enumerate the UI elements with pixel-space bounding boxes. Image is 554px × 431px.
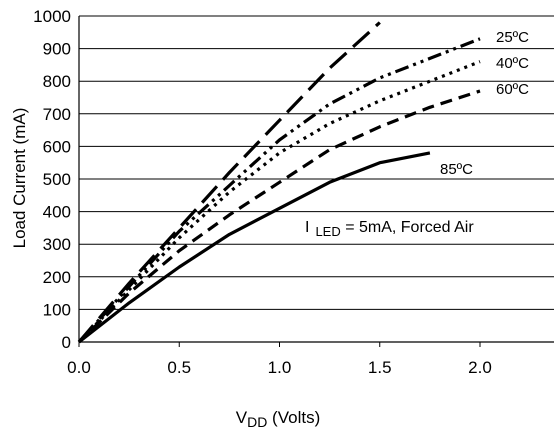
- series-line-40ºC: [77, 60, 481, 344]
- series-label: 40ºC: [496, 55, 529, 72]
- series-label: 25ºC: [496, 29, 529, 46]
- axes: [78, 16, 554, 347]
- y-tick-labels: 0 100 200 300 400 500 600 700 800 900 1000: [33, 7, 71, 352]
- y-tick-label: 0: [62, 333, 71, 352]
- x-axis-label-main: V: [236, 408, 248, 427]
- x-tick-labels: 0.0 0.5 1.0 1.5 2.0: [67, 358, 492, 377]
- y-tick-label: 400: [43, 203, 71, 222]
- x-axis-label: VDD (Volts): [236, 408, 320, 430]
- annotation-rest: = 5mA, Forced Air: [341, 219, 475, 236]
- series-label: 85ºC: [440, 161, 473, 178]
- grid-lines: [79, 15, 554, 343]
- y-tick-label: 200: [43, 268, 71, 287]
- series-line-60ºC: [77, 89, 481, 344]
- series-label: 60ºC: [496, 81, 529, 98]
- y-tick-label: 600: [43, 137, 71, 156]
- y-axis-label: Load Current (mA): [10, 108, 29, 249]
- x-axis-label-rest: (Volts): [267, 408, 320, 427]
- conditions-annotation: I LED = 5mA, Forced Air: [305, 219, 474, 239]
- series-line-25ºC: [77, 37, 481, 344]
- series-line-long-dash: [77, 21, 381, 344]
- x-tick-label: 0.5: [167, 358, 191, 377]
- y-tick-label: 900: [43, 40, 71, 59]
- y-tick-label: 500: [43, 170, 71, 189]
- x-axis-label-sub: DD: [247, 414, 267, 430]
- y-tick-label: 300: [43, 235, 71, 254]
- annotation-sub: LED: [315, 224, 340, 239]
- annotation-prefix: I: [305, 219, 309, 236]
- series-labels: 25ºC 40ºC 60ºC 85ºC: [440, 29, 529, 178]
- x-tick-label: 1.5: [368, 358, 392, 377]
- y-tick-label: 700: [43, 105, 71, 124]
- x-tick-label: 1.0: [268, 358, 292, 377]
- series-line-85ºC: [78, 151, 431, 344]
- x-tick-label: 2.0: [468, 358, 492, 377]
- y-tick-label: 100: [43, 300, 71, 319]
- y-tick-label: 800: [43, 72, 71, 91]
- x-tick-label: 0.0: [67, 358, 91, 377]
- y-tick-label: 1000: [33, 7, 71, 26]
- series-lines: [77, 21, 481, 344]
